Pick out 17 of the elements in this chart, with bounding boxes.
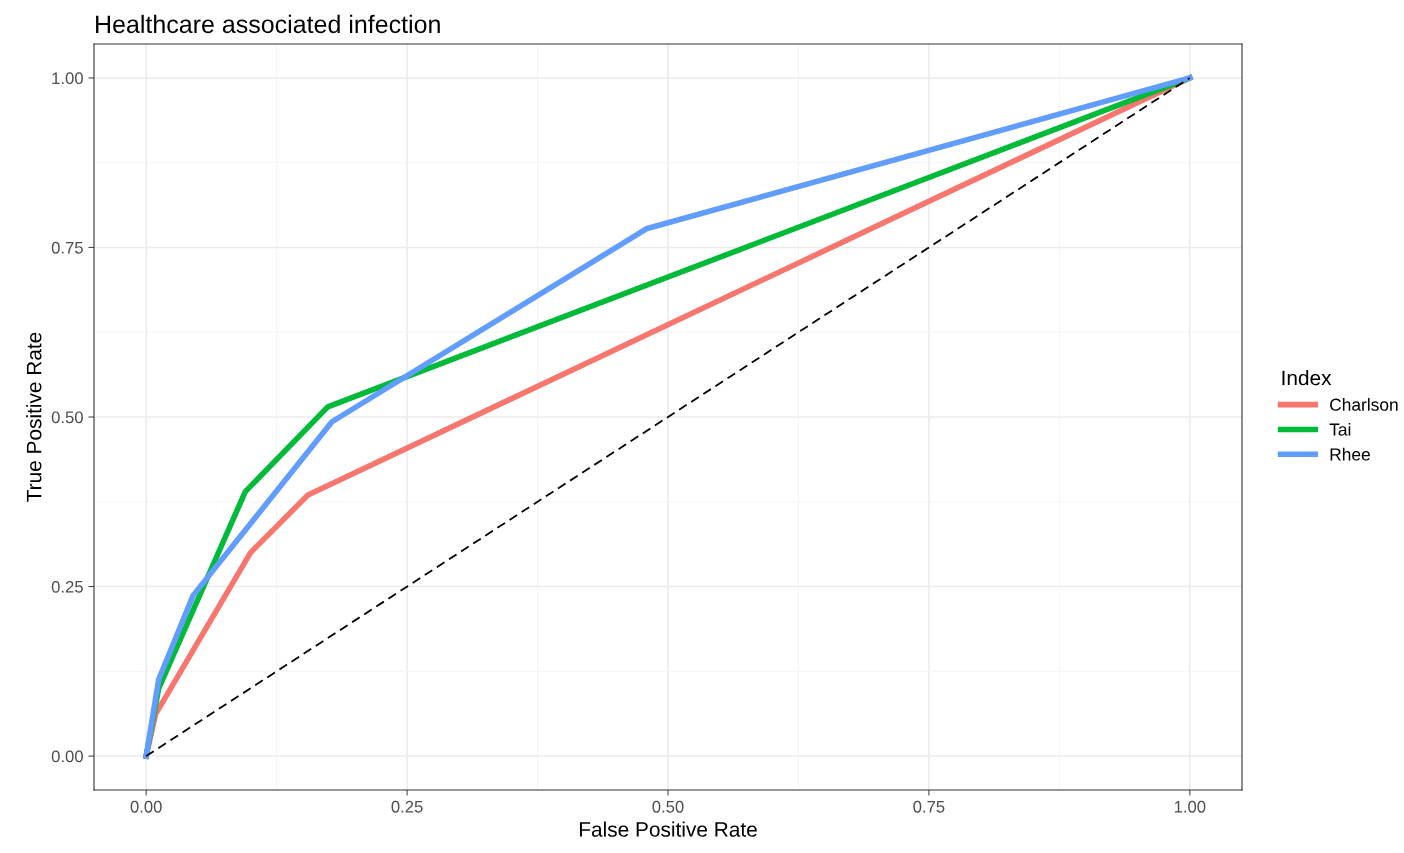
y-tick-label: 0.25 [51,580,83,593]
x-tick-label: 0.50 [652,800,684,813]
x-tick-label: 0.00 [130,800,162,813]
x-axis-title: False Positive Rate [579,821,757,837]
y-tick-label: 0.50 [51,411,83,424]
y-tick-label: 1.00 [52,72,83,85]
x-tick-label: 0.75 [913,800,945,813]
legend-label: Tai [1329,422,1351,436]
x-tick-label: 1.00 [1174,800,1206,813]
y-tick-label: 0.75 [51,241,83,254]
chart-title: Healthcare associated infection [96,14,440,34]
x-tick-label: 0.25 [391,800,423,813]
y-axis-title: True Positive Rate [26,332,42,502]
legend-label: Rhee [1330,447,1370,461]
legend-title: Index [1282,369,1332,386]
legend-label: Charlson [1330,398,1398,411]
y-tick-label: 0.00 [51,750,83,763]
